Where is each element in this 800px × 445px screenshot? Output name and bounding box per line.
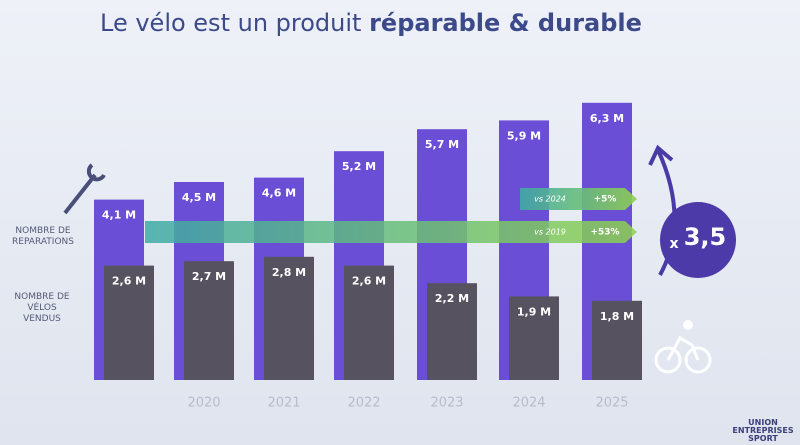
- value-label: 5,2 M: [342, 160, 376, 173]
- bar: [509, 296, 559, 380]
- value-label: 2,8 M: [272, 266, 306, 279]
- value-label: 6,3 M: [590, 112, 624, 125]
- value-label: 4,5 M: [182, 191, 216, 204]
- value-label: 2,2 M: [435, 292, 469, 305]
- chart-title: Le vélo est un produit réparable & durab…: [100, 9, 642, 37]
- value-label: 1,8 M: [600, 310, 634, 323]
- legend-sales: NOMBRE DE VÉLOS VENDUS: [14, 292, 70, 324]
- bar: [592, 300, 642, 380]
- bar: [104, 265, 154, 380]
- bar: [427, 283, 477, 380]
- annotation: vs 2019: [534, 228, 566, 237]
- bike-icon: [666, 335, 700, 361]
- value-label: 2,6 M: [352, 275, 386, 288]
- x-tick-label: 2021: [267, 396, 300, 411]
- value-label: 2,6 M: [112, 275, 146, 288]
- bar: [344, 265, 394, 380]
- arrow: [145, 221, 637, 243]
- badge-prefix: x: [669, 236, 678, 252]
- x-tick-label: 2022: [347, 396, 380, 411]
- annotation-change: +53%: [590, 228, 619, 238]
- wrench-icon: [63, 163, 106, 215]
- arrow: [520, 188, 637, 210]
- value-label: 5,9 M: [507, 129, 541, 142]
- bike-icon: [684, 346, 712, 374]
- x-tick-label: 2024: [512, 396, 545, 411]
- x-tick-label: 2023: [430, 396, 463, 411]
- annotation: vs 2024: [534, 195, 566, 204]
- annotation-change: +5%: [594, 195, 617, 205]
- legend-repairs: NOMBRE DE REPARATIONS: [12, 226, 74, 247]
- x-tick-label: 2020: [187, 396, 220, 411]
- logo: UNION ENTREPRISES SPORT: [732, 418, 794, 443]
- x-tick-label: 2025: [595, 396, 628, 411]
- bike-icon: [683, 320, 693, 330]
- value-label: 4,1 M: [102, 209, 136, 222]
- value-label: 4,6 M: [262, 187, 296, 200]
- value-label: 1,9 M: [517, 305, 551, 318]
- value-label: 5,7 M: [425, 138, 459, 151]
- value-label: 2,7 M: [192, 270, 226, 283]
- badge: [660, 202, 736, 278]
- badge-value: 3,5: [684, 223, 727, 251]
- bar: [264, 256, 314, 380]
- bike-icon: [654, 346, 682, 374]
- bar: [184, 261, 234, 380]
